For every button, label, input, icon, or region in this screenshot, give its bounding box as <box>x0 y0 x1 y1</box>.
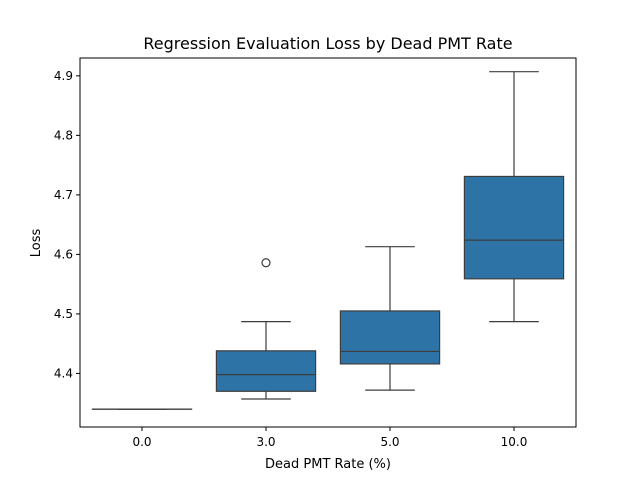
x-tick-label: 10.0 <box>501 435 528 449</box>
y-tick-label: 4.7 <box>54 188 73 202</box>
box-group-5-0 <box>339 246 441 391</box>
box-group-10-0 <box>463 71 565 323</box>
x-tick-label: 3.0 <box>256 435 275 449</box>
axis-ticks: 4.4 4.5 4.6 4.7 4.8 4.9 0.0 3.0 5.0 10.0 <box>54 69 527 449</box>
chart-title: Regression Evaluation Loss by Dead PMT R… <box>143 34 512 53</box>
plot-area-frame <box>79 57 577 428</box>
box-body <box>463 175 565 280</box>
y-tick-label: 4.8 <box>54 128 73 142</box>
y-tick-label: 4.6 <box>54 247 73 261</box>
plot-marks <box>91 71 565 410</box>
y-tick-label: 4.4 <box>54 366 73 380</box>
y-tick-label: 4.9 <box>54 69 73 83</box>
y-axis-label: Loss <box>29 229 44 258</box>
box-body <box>215 350 317 392</box>
x-axis-label: Dead PMT Rate (%) <box>265 457 391 472</box>
box-body <box>339 310 441 365</box>
outlier-point <box>261 258 271 268</box>
x-tick-label: 0.0 <box>132 435 151 449</box>
box-group-3-0 <box>215 258 317 400</box>
x-tick-label: 5.0 <box>380 435 399 449</box>
y-tick-label: 4.5 <box>54 307 73 321</box>
